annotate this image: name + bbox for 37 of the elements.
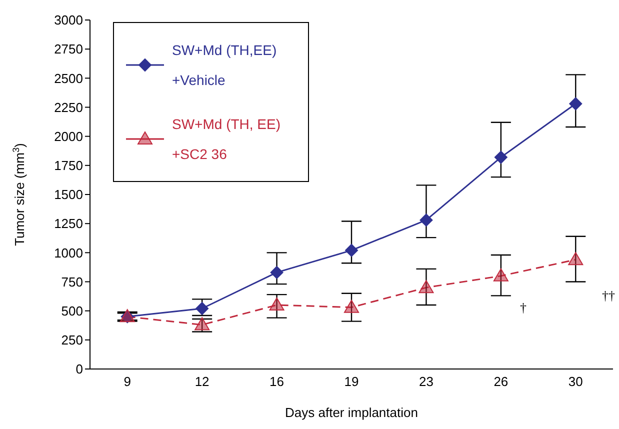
point — [196, 302, 209, 316]
y-tick-label: 250 — [61, 332, 83, 348]
point — [569, 97, 582, 110]
annotation: †† — [602, 288, 615, 304]
y-tick-label: 0 — [76, 362, 83, 377]
x-tick-label: 30 — [568, 374, 583, 390]
y-tick-label: 2500 — [54, 70, 83, 86]
y-tick-label: 2250 — [54, 100, 83, 115]
point — [494, 150, 508, 164]
point — [194, 317, 210, 330]
x-tick-label: 23 — [418, 374, 434, 390]
x-tick-label: 19 — [344, 374, 359, 390]
point — [345, 244, 358, 257]
y-tick-label: 2000 — [54, 128, 83, 144]
legend-label: SW+Md (TH,EE) +Vehicle — [172, 41, 278, 90]
y-tick-label: 2750 — [54, 42, 83, 57]
y-tick-label: 1500 — [54, 187, 83, 202]
point — [568, 252, 584, 266]
y-tick-label: 1000 — [54, 245, 83, 260]
point — [493, 268, 508, 282]
x-tick-label: 26 — [494, 374, 508, 390]
y-tick-label: 1250 — [54, 216, 83, 232]
point — [420, 214, 433, 227]
annotation: † — [520, 300, 526, 316]
point — [270, 266, 284, 279]
legend-label: SW+Md (TH, EE) +SC2 36 — [172, 115, 282, 164]
x-tick-label: 12 — [194, 374, 210, 390]
x-tick-label: 16 — [270, 374, 284, 390]
y-tick-label: 1750 — [54, 158, 83, 174]
point — [344, 300, 359, 313]
point — [269, 298, 284, 311]
y-tick-label: 500 — [61, 303, 83, 318]
y-tick-label: 3000 — [54, 12, 83, 28]
y-tick-label: 750 — [61, 274, 83, 290]
x-tick-label: 9 — [124, 374, 131, 390]
point — [418, 280, 434, 294]
x-axis-title: Days after implantation — [285, 405, 418, 420]
